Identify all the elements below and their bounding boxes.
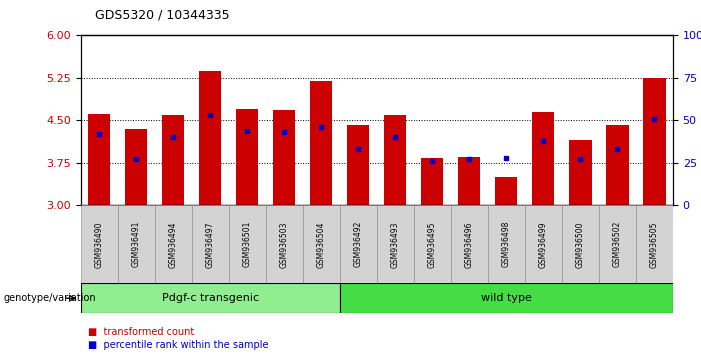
Text: ■  transformed count: ■ transformed count	[88, 327, 194, 337]
Bar	[229, 205, 266, 283]
Bar	[191, 205, 229, 283]
Text: GSM936494: GSM936494	[169, 221, 177, 268]
Bar	[199, 71, 222, 205]
Bar	[562, 205, 599, 283]
Text: GSM936497: GSM936497	[205, 221, 215, 268]
Bar	[606, 125, 629, 205]
Bar	[488, 205, 525, 283]
Bar	[81, 283, 340, 313]
Text: GDS5320 / 10344335: GDS5320 / 10344335	[95, 8, 229, 21]
Bar	[162, 115, 184, 205]
Bar	[377, 205, 414, 283]
Text: wild type: wild type	[481, 293, 532, 303]
Bar	[340, 205, 377, 283]
Bar	[644, 78, 665, 205]
Text: GSM936503: GSM936503	[280, 221, 289, 268]
Bar	[599, 205, 636, 283]
Text: GSM936496: GSM936496	[465, 221, 474, 268]
Text: GSM936505: GSM936505	[650, 221, 659, 268]
Bar	[532, 112, 554, 205]
Bar	[451, 205, 488, 283]
Text: GSM936498: GSM936498	[502, 221, 511, 268]
Text: GSM936499: GSM936499	[539, 221, 548, 268]
Bar	[303, 205, 340, 283]
Bar	[458, 157, 480, 205]
Text: GSM936490: GSM936490	[95, 221, 104, 268]
Bar	[125, 129, 147, 205]
Bar	[525, 205, 562, 283]
Bar	[310, 81, 332, 205]
Text: genotype/variation: genotype/variation	[4, 293, 96, 303]
Text: GSM936501: GSM936501	[243, 221, 252, 268]
Text: GSM936500: GSM936500	[576, 221, 585, 268]
Text: GSM936502: GSM936502	[613, 221, 622, 268]
Bar	[273, 110, 295, 205]
Text: ■  percentile rank within the sample: ■ percentile rank within the sample	[88, 340, 268, 350]
Bar	[384, 115, 407, 205]
Bar	[347, 125, 369, 205]
Text: GSM936493: GSM936493	[390, 221, 400, 268]
Bar	[118, 205, 155, 283]
Text: GSM936504: GSM936504	[317, 221, 326, 268]
Bar	[88, 114, 110, 205]
Bar	[266, 205, 303, 283]
Bar	[414, 205, 451, 283]
Bar	[340, 283, 673, 313]
Bar	[81, 205, 118, 283]
Bar	[421, 158, 444, 205]
Bar	[569, 140, 592, 205]
Text: GSM936495: GSM936495	[428, 221, 437, 268]
Bar	[495, 177, 517, 205]
Text: GSM936492: GSM936492	[354, 221, 363, 268]
Bar	[155, 205, 191, 283]
Text: GSM936491: GSM936491	[132, 221, 141, 268]
Text: Pdgf-c transgenic: Pdgf-c transgenic	[162, 293, 259, 303]
Bar	[636, 205, 673, 283]
Bar	[236, 109, 258, 205]
